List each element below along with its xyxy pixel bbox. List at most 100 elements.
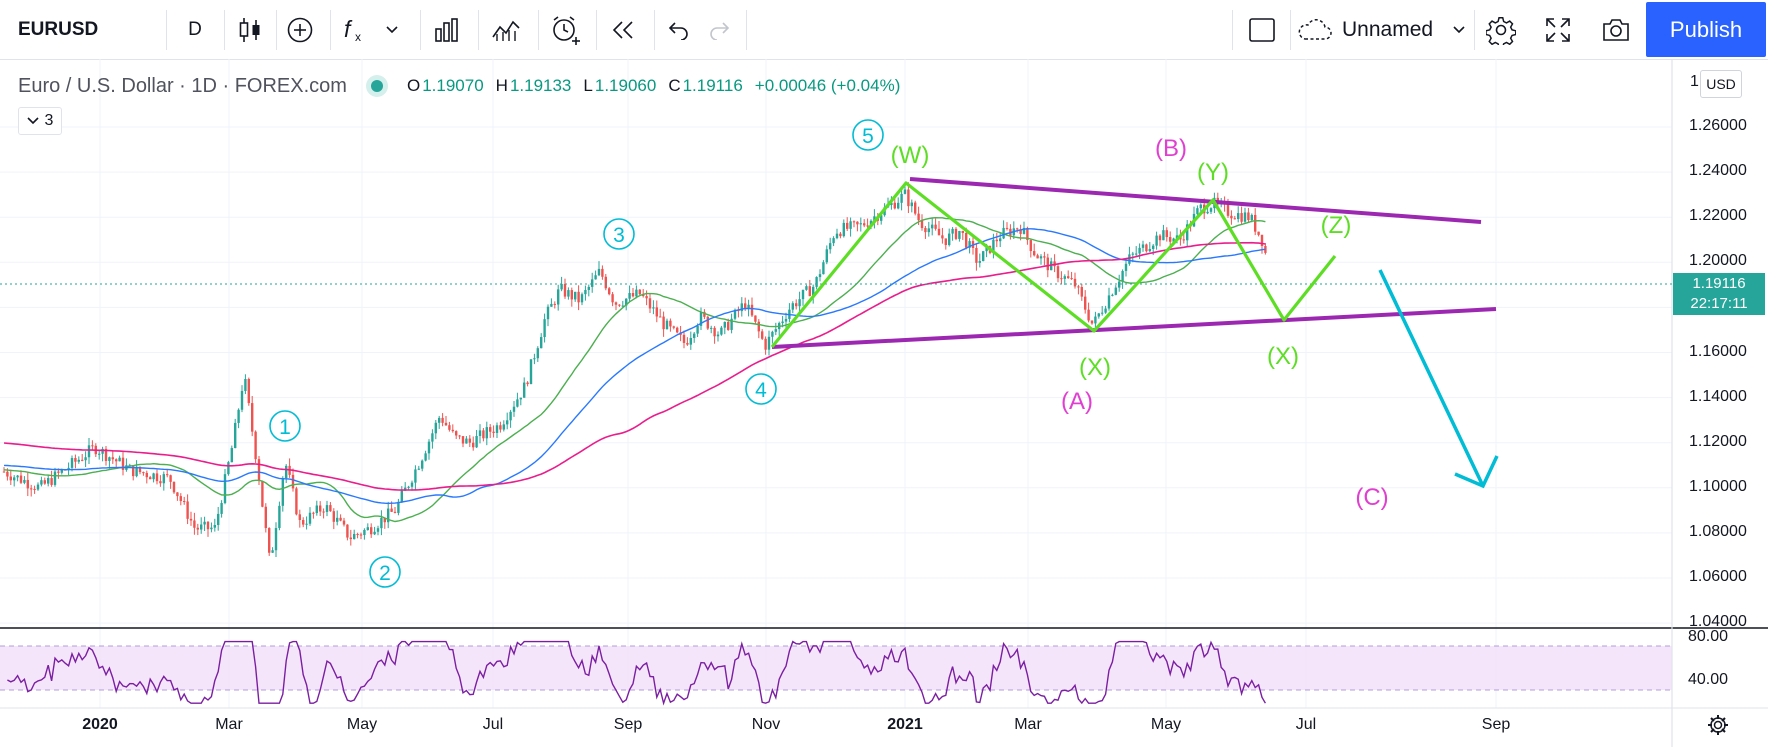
alert-button[interactable]: [540, 0, 592, 59]
chart-type-button[interactable]: [224, 0, 276, 59]
high-value: 1.19133: [509, 76, 572, 95]
candle-body: [407, 486, 410, 488]
label-x2: (X): [1267, 343, 1299, 370]
square-layout-icon: [1249, 17, 1275, 42]
layout-dropdown[interactable]: [1444, 0, 1474, 59]
candle-body: [1077, 286, 1080, 288]
candle-body: [210, 527, 213, 530]
candle-body: [1158, 235, 1162, 241]
candle-body: [672, 326, 675, 328]
settings-button[interactable]: [1476, 0, 1526, 59]
candle-body: [495, 425, 499, 433]
candle-body: [370, 527, 373, 535]
time-tick-label: May: [1150, 716, 1182, 733]
undo-button[interactable]: [656, 0, 700, 59]
candle-body: [489, 427, 492, 432]
candle-body: [914, 202, 917, 214]
candle-body: [1199, 204, 1202, 209]
candle-body: [475, 436, 478, 448]
candle-body: [699, 311, 703, 326]
projection-arrow[interactable]: [1378, 269, 1499, 489]
candle-body: [703, 311, 706, 317]
candle-body: [805, 286, 808, 290]
candle-body: [849, 221, 852, 229]
indicators-button[interactable]: f x: [334, 0, 378, 59]
candle-body: [1175, 235, 1179, 239]
candle-body: [999, 238, 1002, 242]
candle-body: [608, 288, 611, 295]
candle-body: [47, 478, 50, 484]
wave-labels: 1 2 3 4 5: [269, 119, 884, 588]
candle-body: [652, 307, 655, 309]
candle-body: [84, 457, 87, 461]
candle-body: [281, 478, 284, 506]
candle-body: [397, 501, 400, 513]
save-layout-button[interactable]: Unnamed: [1296, 0, 1472, 59]
close-label: C: [668, 76, 681, 95]
wxyxz-labels: (W) (X) (Y) (X) (Z): [891, 142, 1352, 381]
candle-body: [451, 429, 454, 432]
axis-settings-button[interactable]: [1706, 713, 1730, 742]
indicators-dropdown[interactable]: [380, 0, 404, 59]
candle-body: [356, 533, 359, 535]
gear-icon: [1708, 715, 1728, 735]
candle-body: [1169, 237, 1172, 242]
toolbar-divider: [420, 10, 421, 50]
candle-body: [560, 283, 563, 290]
publish-button[interactable]: Publish: [1646, 2, 1766, 57]
symbol-search-button[interactable]: EURUSD: [18, 18, 99, 40]
chart-legend: Euro / U.S. Dollar · 1D · FOREX.com O 1.1…: [18, 72, 912, 100]
candle-body: [472, 442, 475, 448]
toolbar-divider: [1232, 10, 1233, 50]
indicators-collapse-button[interactable]: 3: [18, 107, 62, 135]
candle-body: [1033, 251, 1036, 256]
wxyxz-wave-path[interactable]: [770, 181, 1337, 349]
candle-body: [506, 420, 509, 425]
templates-button[interactable]: [480, 0, 532, 59]
candle-body: [1060, 278, 1063, 280]
compare-button[interactable]: [276, 0, 324, 59]
ma-mid-line: [3, 228, 1266, 505]
candle-body: [1080, 287, 1083, 297]
candle-body: [676, 327, 679, 333]
label-w: (W): [891, 142, 930, 169]
wave-5-label: 5: [862, 125, 874, 148]
candle-body: [101, 448, 104, 454]
candle-body: [529, 359, 533, 385]
candle-body: [13, 477, 16, 481]
label-y: (Y): [1197, 159, 1229, 186]
snapshot-button[interactable]: [1588, 0, 1644, 59]
candle-body: [1029, 240, 1032, 252]
market-status-icon: [370, 80, 383, 92]
currency-badge[interactable]: USD: [1700, 70, 1742, 98]
candle-body: [893, 202, 896, 209]
open-value: 1.19070: [422, 76, 484, 95]
candle-body: [563, 283, 567, 297]
label-z: (Z): [1321, 212, 1352, 239]
layout-button[interactable]: [1234, 0, 1290, 59]
fullscreen-button[interactable]: [1530, 0, 1586, 59]
candle-body: [172, 481, 176, 493]
candle-body: [546, 306, 550, 320]
candle-body: [696, 325, 699, 334]
candle-body: [587, 286, 590, 290]
symbol-title[interactable]: Euro / U.S. Dollar · 1D · FOREX.com: [18, 74, 347, 97]
redo-button[interactable]: [700, 0, 740, 59]
upper-trendline[interactable]: [909, 177, 1482, 224]
time-tick-label: 2020: [82, 716, 118, 733]
candle-body: [19, 475, 23, 483]
candle-body: [822, 262, 825, 275]
interval-button[interactable]: D: [188, 18, 202, 40]
candle-body: [978, 261, 981, 263]
candle-body: [247, 379, 250, 404]
candle-body: [1111, 294, 1114, 296]
candle-body: [1260, 234, 1264, 247]
financials-button[interactable]: [422, 0, 472, 59]
candle-body: [189, 518, 193, 521]
candle-body: [567, 290, 570, 297]
lower-trendline[interactable]: [771, 307, 1497, 349]
candle-body: [975, 248, 978, 263]
candle-body: [611, 294, 614, 303]
replay-button[interactable]: [598, 0, 648, 59]
